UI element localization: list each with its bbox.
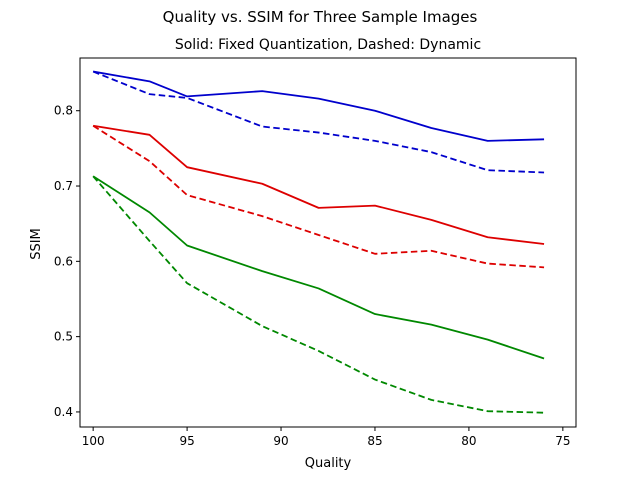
series-line-2: [92, 70, 545, 174]
y-tick-label: 0.7: [54, 179, 73, 193]
y-axis-label: SSIM: [29, 228, 44, 260]
y-tick-label: 0.4: [54, 405, 73, 419]
chart-subtitle: Solid: Fixed Quantization, Dashed: Dynam…: [175, 37, 481, 53]
y-tick-label: 0.5: [54, 330, 73, 344]
series-line-3: [93, 124, 545, 245]
x-tick-label: 100: [82, 434, 105, 448]
series-line-6: [92, 175, 545, 414]
axes-layer: 100 95 90 85 80 75 0.4 0.5 0.6 0.7 0.8: [54, 57, 577, 448]
series-line-5: [92, 175, 545, 360]
x-tick-label: 80: [461, 434, 476, 448]
x-tick-label: 75: [555, 434, 570, 448]
series-line-4: [92, 125, 545, 269]
series-layer: [92, 70, 545, 414]
chart-title: Quality vs. SSIM for Three Sample Images: [163, 8, 478, 26]
y-tick-label: 0.6: [54, 254, 73, 268]
series-line-1: [92, 70, 545, 142]
x-tick-label: 95: [179, 434, 194, 448]
y-tick-label: 0.8: [54, 104, 73, 118]
x-axis-label: Quality: [305, 456, 352, 471]
x-tick-label: 85: [367, 434, 382, 448]
x-tick-label: 90: [273, 434, 288, 448]
plot-frame: [79, 57, 577, 428]
